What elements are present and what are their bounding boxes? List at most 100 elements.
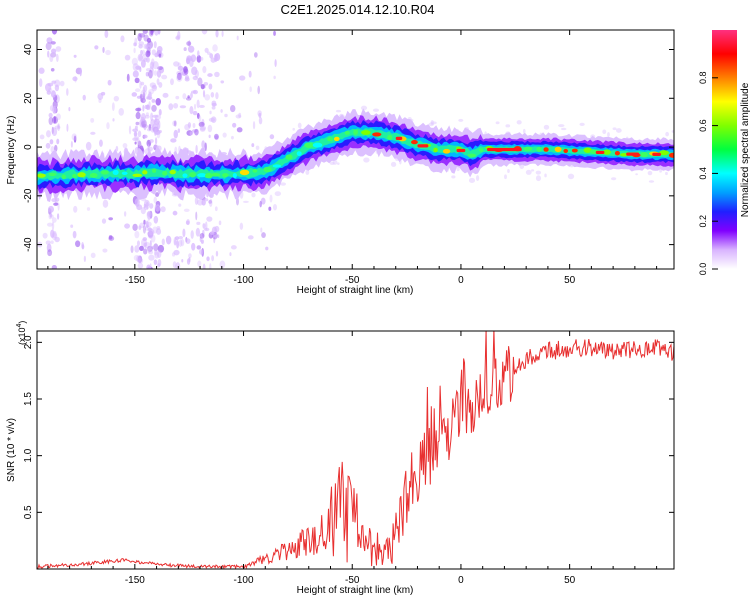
band-hotspot [112, 169, 119, 176]
y-tick-label: 1.5 [23, 392, 34, 406]
noise-speckle [123, 211, 127, 217]
noise-speckle [156, 228, 162, 235]
noise-speckle [134, 245, 140, 253]
noise-speckle [145, 201, 149, 210]
noise-speckle [199, 232, 205, 239]
noise-speckle [183, 66, 188, 73]
noise-speckle [174, 239, 177, 246]
noise-speckle [48, 112, 53, 118]
noise-speckle [210, 116, 217, 124]
noise-speckle [204, 94, 211, 101]
noise-speckle [209, 53, 214, 59]
spectrogram-frame [36, 29, 675, 270]
noise-speckle [192, 75, 198, 81]
noise-speckle [134, 77, 140, 84]
noise-speckle [144, 104, 148, 110]
noise-speckle [107, 79, 112, 86]
noise-speckle [143, 248, 148, 255]
noise-speckle [305, 169, 310, 175]
noise-speckle [191, 242, 196, 251]
noise-speckle [178, 235, 184, 240]
noise-speckle [579, 122, 585, 126]
noise-speckle [507, 168, 510, 173]
noise-speckle [156, 45, 163, 53]
noise-speckle [47, 205, 54, 213]
noise-speckle [70, 140, 73, 148]
noise-speckle [50, 48, 57, 54]
y-tick-label: 0.5 [23, 505, 34, 519]
noise-speckle [184, 77, 190, 82]
band-hotspot [543, 147, 549, 152]
band-hotspot [89, 173, 98, 178]
noise-speckle [153, 41, 157, 49]
noise-speckle [170, 138, 177, 143]
noise-speckle [53, 116, 57, 124]
noise-speckle [161, 74, 168, 80]
noise-speckle [139, 93, 143, 99]
noise-speckle [146, 96, 153, 100]
noise-speckle [140, 81, 145, 86]
noise-speckle [49, 213, 53, 218]
noise-speckle [45, 240, 51, 245]
noise-speckle [456, 166, 460, 172]
noise-speckle [137, 255, 143, 263]
noise-speckle [151, 85, 157, 90]
noise-speckle [50, 229, 55, 239]
band-peak [487, 147, 522, 152]
snr-frame [36, 330, 675, 570]
noise-speckle [635, 173, 638, 176]
noise-speckle [200, 84, 205, 90]
noise-speckle [149, 61, 155, 70]
noise-speckle [255, 145, 260, 150]
noise-speckle [335, 109, 342, 113]
noise-speckle [106, 122, 110, 130]
colorbar-tick-label: 0.4 [698, 167, 708, 180]
band-hotspot [132, 173, 142, 178]
noise-speckle [187, 122, 192, 129]
noise-speckle [209, 198, 213, 207]
spectrogram-y-label: Frequency (Hz) [6, 116, 17, 185]
noise-speckle [238, 75, 246, 81]
noise-speckle [173, 249, 180, 256]
y-tick-label: 1.0 [23, 448, 34, 462]
noise-speckle [525, 169, 532, 175]
noise-speckle [209, 231, 215, 235]
noise-speckle [82, 94, 86, 101]
noise-speckle [135, 121, 140, 126]
noise-speckle [152, 114, 159, 118]
noise-speckle [51, 127, 58, 137]
band-hotspot [536, 146, 542, 152]
noise-speckle [209, 110, 212, 115]
x-tick-label: -100 [234, 575, 254, 586]
noise-speckle [134, 88, 141, 92]
noise-speckle [144, 114, 150, 119]
noise-speckle [55, 46, 62, 52]
spectrogram-panel: -150 -100 -50 0 50 -40 -20 0 20 40 Height of str… [6, 29, 675, 296]
noise-speckle [268, 206, 272, 211]
noise-speckle [151, 123, 159, 133]
band-hotspot [285, 154, 293, 160]
noise-speckle [155, 98, 161, 106]
noise-speckle [189, 58, 194, 68]
noise-speckle [190, 230, 194, 239]
noise-speckle [182, 228, 186, 238]
band-hotspot [659, 150, 669, 156]
noise-speckle [201, 30, 208, 35]
noise-speckle [165, 235, 172, 245]
noise-speckle [148, 123, 152, 131]
noise-speckle [179, 105, 187, 109]
noise-speckle [177, 65, 184, 71]
noise-speckle [140, 97, 146, 104]
noise-speckle [505, 124, 511, 128]
noise-speckle [203, 82, 209, 86]
noise-speckle [72, 230, 77, 239]
noise-speckle [45, 42, 52, 51]
noise-speckle [197, 260, 202, 268]
noise-speckle [111, 102, 115, 112]
noise-speckle [54, 84, 60, 92]
noise-speckle [390, 161, 397, 167]
noise-speckle [251, 192, 256, 198]
noise-speckle [155, 192, 160, 197]
band-hotspot [554, 146, 562, 153]
